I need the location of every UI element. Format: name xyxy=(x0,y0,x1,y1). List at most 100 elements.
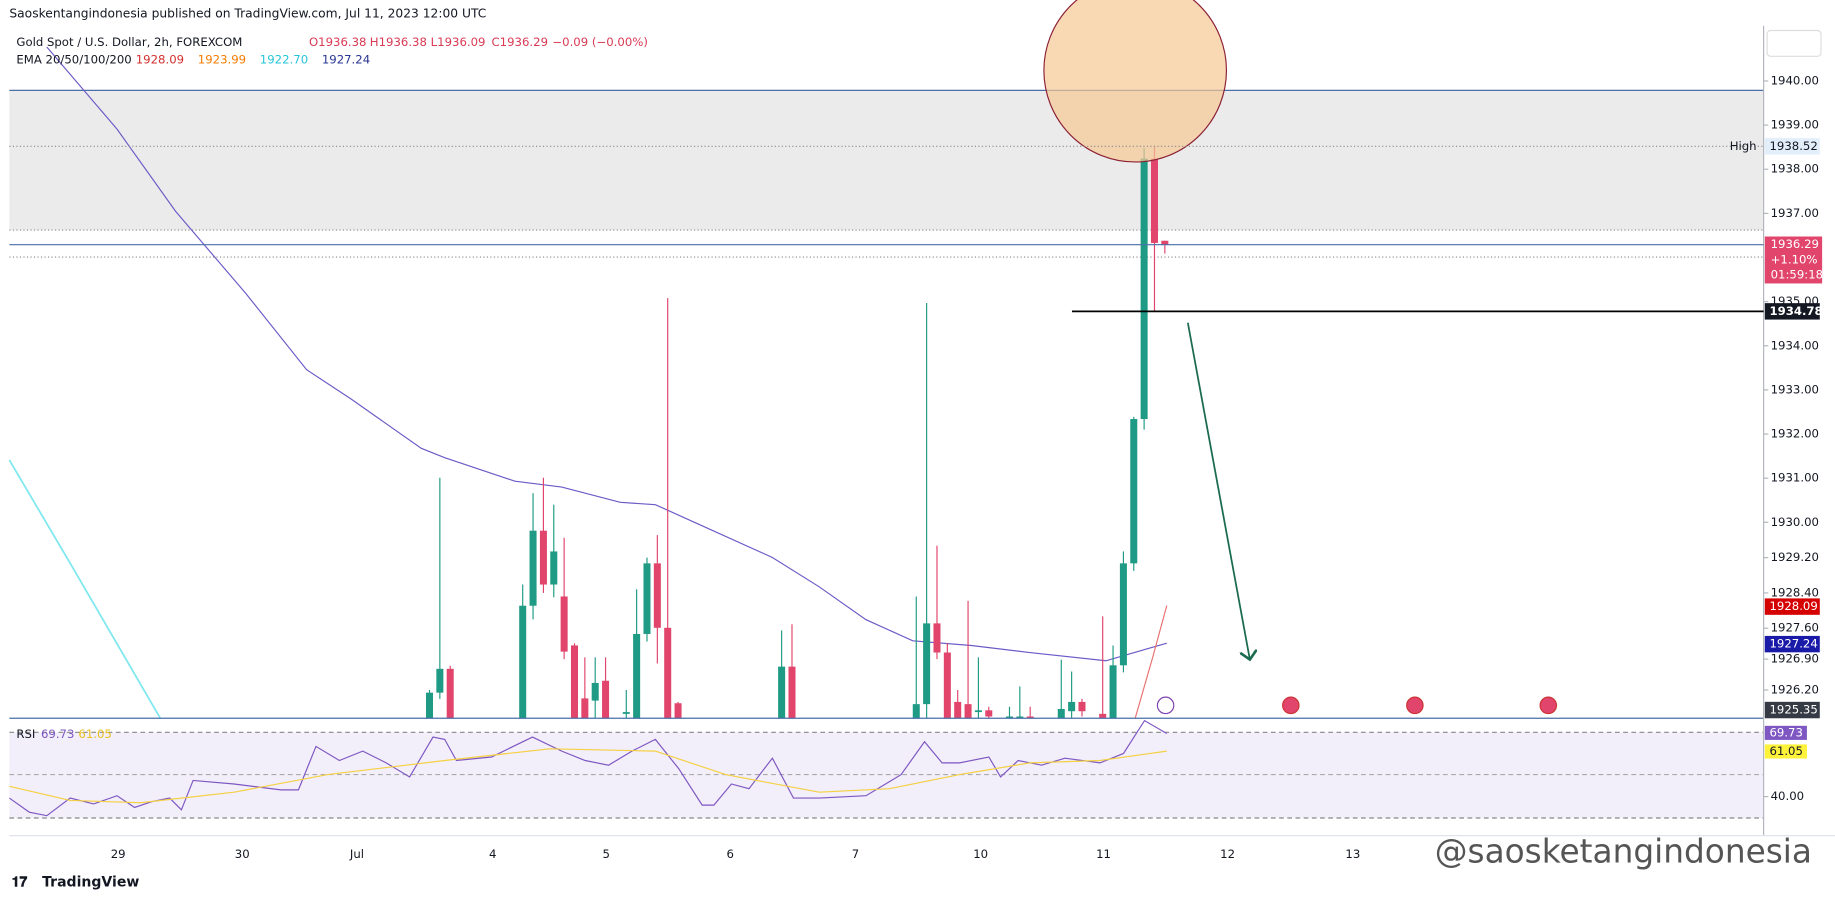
candle-body xyxy=(788,666,796,719)
ema-mark-value: 1927.24 xyxy=(1769,637,1817,651)
y-tick-label: 1932.00 xyxy=(1771,427,1819,441)
x-tick-label: 10 xyxy=(973,847,988,861)
high-box xyxy=(1764,138,1820,155)
high-value: 1938.52 xyxy=(1769,139,1817,153)
candle-body xyxy=(1078,701,1086,712)
candle-body xyxy=(674,703,682,719)
rsi-line xyxy=(9,719,1168,817)
candle-body xyxy=(591,682,599,701)
ohlc-value: C1936.29 xyxy=(492,35,548,49)
y-tick-label: 1927.60 xyxy=(1771,621,1819,635)
candle-body xyxy=(519,605,527,719)
high-label: High xyxy=(1730,139,1757,153)
x-tick-label: 5 xyxy=(602,847,609,861)
candle-body xyxy=(446,668,454,719)
x-tick-label: 12 xyxy=(1220,847,1235,861)
candle-body xyxy=(954,701,962,719)
countdown: 01:59:18 xyxy=(1771,268,1823,282)
x-tick-label: Jul xyxy=(349,847,364,861)
icon xyxy=(1406,696,1424,715)
x-tick-label: 13 xyxy=(1345,847,1360,861)
event-icons xyxy=(1156,696,1558,715)
candle-body xyxy=(539,530,547,585)
candle-body xyxy=(964,704,972,719)
ema-20 xyxy=(1134,605,1168,719)
rsi-box xyxy=(1764,725,1807,740)
ema-200 xyxy=(46,46,1167,662)
zone xyxy=(9,90,1764,231)
candle-body xyxy=(923,623,931,705)
candles xyxy=(425,146,1169,719)
price-box xyxy=(1764,236,1823,284)
ema-value: 1923.99 xyxy=(198,52,246,66)
y-tick-label: 1940.00 xyxy=(1771,73,1819,87)
ohlc-value: −0.09 (−0.00%) xyxy=(552,35,648,49)
y-tick-label: 1938.00 xyxy=(1771,162,1819,176)
candle-body xyxy=(1150,158,1158,243)
candle-body xyxy=(436,668,444,693)
candle-body xyxy=(1140,158,1148,420)
highlight-circle xyxy=(1043,0,1228,163)
level-box xyxy=(1764,303,1820,320)
rsi-value: 69.73 xyxy=(1769,725,1802,739)
x-tick-label: 29 xyxy=(111,847,126,861)
candle-body xyxy=(1161,240,1169,245)
candle-body xyxy=(1109,665,1117,719)
rsi-label: RSI xyxy=(16,727,35,741)
y-tick-label: 1930.00 xyxy=(1771,515,1819,529)
ema-box xyxy=(1764,635,1820,653)
rsi-ma-value: 61.05 xyxy=(1769,744,1802,758)
button[interactable] xyxy=(1766,29,1822,57)
ema-label: EMA 20/50/100/200 xyxy=(16,52,131,66)
level-value: 1934.78 xyxy=(1769,304,1822,318)
brand-logo: 𝟏𝟕 xyxy=(12,875,28,891)
x-tick-label: 30 xyxy=(235,847,250,861)
icon xyxy=(1282,696,1300,715)
candle-body xyxy=(1005,716,1013,719)
candle-body xyxy=(529,530,537,606)
candle-body xyxy=(622,712,630,714)
candle-body xyxy=(943,652,951,719)
candle-body xyxy=(1130,419,1138,564)
candle-body xyxy=(1099,713,1107,719)
rsi-ma xyxy=(9,748,1167,804)
brand: TradingView xyxy=(42,875,139,891)
icon xyxy=(1539,696,1558,715)
candle-body xyxy=(550,551,558,585)
candle-body xyxy=(653,563,661,628)
candle-body xyxy=(664,627,672,719)
rsi-ma-box xyxy=(1764,744,1807,759)
x-tick-label: 7 xyxy=(852,847,859,861)
symbol: Gold Spot / U.S. Dollar, 2h, FOREXCOM xyxy=(16,35,242,49)
y-tick-label: 1939.00 xyxy=(1771,118,1819,132)
rsi-legend-ma: 61.05 xyxy=(78,727,111,741)
ema-mark-value: 1925.35 xyxy=(1769,703,1817,717)
ohlc-value: H1936.38 xyxy=(370,35,427,49)
candle-body xyxy=(985,710,993,717)
candle-body xyxy=(1057,708,1065,719)
y-tick-label: 1937.00 xyxy=(1771,206,1819,220)
candle-body xyxy=(974,710,982,713)
candle-body xyxy=(1068,701,1076,712)
ema-value: 1922.70 xyxy=(260,52,308,66)
candle-body xyxy=(570,645,579,719)
x-tick-label: 11 xyxy=(1096,847,1111,861)
candle-body xyxy=(912,704,920,719)
candle-body xyxy=(778,666,786,719)
rsi-tick-label: 40.00 xyxy=(1771,789,1804,803)
ema-value: 1927.24 xyxy=(322,52,370,66)
ema-lines xyxy=(8,46,1168,719)
x-tick-label: 4 xyxy=(489,847,496,861)
watermark: @saosketangindonesia xyxy=(1435,833,1812,871)
price-value: 1936.29 xyxy=(1771,237,1819,251)
candle-body xyxy=(1026,716,1034,719)
y-tick-label: 1926.90 xyxy=(1771,652,1819,666)
candle-body xyxy=(1119,563,1127,666)
ohlc-value: L1936.09 xyxy=(431,35,486,49)
candle-body xyxy=(581,698,589,719)
candle-body xyxy=(643,563,651,634)
candle-body xyxy=(633,633,641,719)
candle-body xyxy=(933,623,941,653)
